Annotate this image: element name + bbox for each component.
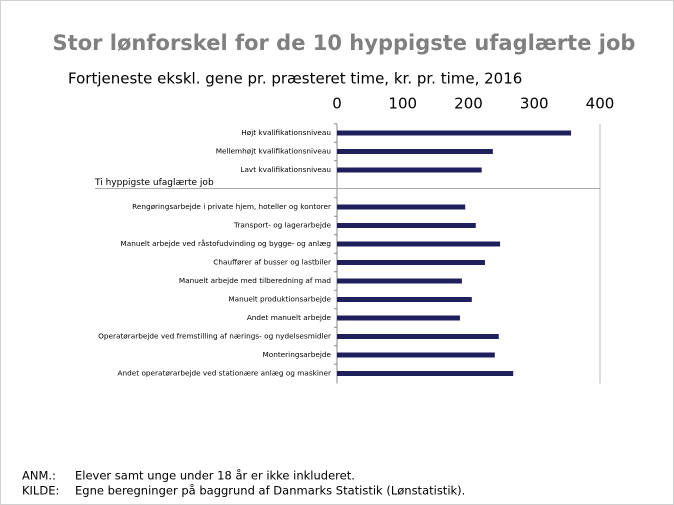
bar [337, 371, 514, 376]
bar [337, 260, 485, 265]
bar [337, 278, 462, 284]
y-tick-label: Manuelt arbejde med tilberedning af mad [179, 276, 331, 285]
y-tick-label: Operatørarbejde ved fremstilling af næri… [98, 332, 331, 341]
chart-subtitle: Fortjeneste ekskl. gene pr. præsteret ti… [68, 70, 522, 88]
note-label: ANM.: [22, 469, 56, 483]
bar [337, 334, 499, 339]
y-tick-label: Manuelt produktionsarbejde [228, 295, 331, 304]
y-tick-label: Manuelt arbejde ved råstofudvinding og b… [120, 239, 331, 248]
chart-title: Stor lønforskel for de 10 hyppigste ufag… [53, 31, 636, 55]
bar [337, 352, 495, 358]
bar [337, 223, 476, 228]
x-tick-label: 200 [454, 95, 483, 113]
y-tick-label: Lavt kvalifikationsniveau [240, 165, 331, 174]
x-tick-label: 100 [388, 95, 417, 113]
y-tick-label: Monteringsarbejde [262, 350, 331, 359]
bar [337, 149, 493, 154]
note-text: Elever samt unge under 18 år er ikke ink… [75, 469, 355, 483]
bar [337, 297, 472, 302]
y-tick-label: Højt kvalifikationsniveau [241, 128, 331, 137]
y-tick-label: Andet operatørarbejde ved stationære anl… [118, 369, 331, 378]
y-tick-label: Rengøringsarbejde i private hjem, hotell… [132, 202, 331, 211]
bar [337, 204, 466, 210]
y-tick-label: Transport- og lagerarbejde [233, 221, 331, 230]
bar [337, 130, 572, 136]
y-tick-label: Mellemhøjt kvalifikationsniveau [216, 147, 331, 156]
x-tick-label: 400 [586, 95, 615, 113]
y-tick-label: Chauffører af busser og lastbiler [213, 258, 331, 267]
note-label: KILDE: [22, 484, 59, 498]
bar [337, 241, 501, 247]
section-label: Ti hyppigste ufaglærte job [94, 178, 214, 188]
bar [337, 167, 482, 173]
y-tick-label: Andet manuelt arbejde [247, 313, 332, 322]
x-tick-label: 0 [332, 95, 342, 113]
x-tick-label: 300 [520, 95, 549, 113]
bar [337, 315, 460, 321]
note-text: Egne beregninger på baggrund af Danmarks… [75, 484, 465, 498]
